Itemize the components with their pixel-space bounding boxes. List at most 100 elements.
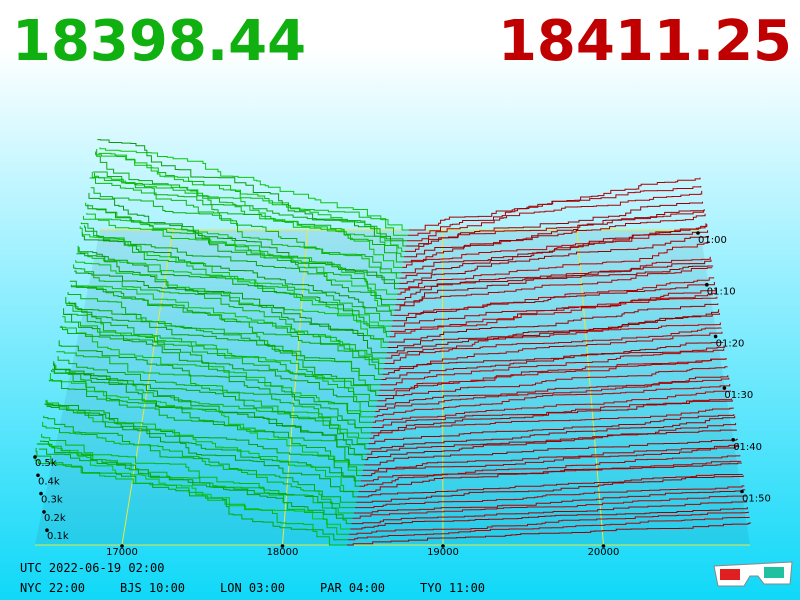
tick-dot [36,473,40,478]
ask-depth-line [364,438,738,466]
ask-depth-line [390,290,717,332]
grid-line [281,229,309,546]
ask-depth-line [400,230,709,279]
bid-depth-line [46,400,360,487]
tick-dot [33,455,37,459]
ask-depth-line [357,474,743,498]
bid-depth-line [51,370,365,466]
bid-depth-line [67,292,381,386]
ask-depth-line [352,495,747,519]
bid-depth-line [65,297,379,396]
city-clock: LON 03:00 [220,581,285,595]
ask-depth-line [365,429,737,461]
ask-depth-line [356,475,744,503]
ask-depth-line [380,346,726,386]
ask-depth-line [385,322,721,359]
utc-time: UTC 2022-06-19 02:00 [20,561,165,575]
bid-depth-line [83,215,395,311]
bid-depth-line [84,225,396,306]
depth-surface [34,139,751,546]
ask-depth-line [347,516,750,541]
ask-depth-line [404,209,705,258]
ask-depth-line [377,366,728,402]
tick-dot [696,231,700,235]
bid-depth-line [43,415,357,503]
bid-depth-line [44,403,358,498]
volume-tick-label: 0.4k [38,476,60,487]
ask-depth-line [379,358,726,391]
bid-depth-line [37,443,351,530]
bid-depth-line [87,204,399,290]
bid-depth-line [99,147,409,231]
ask-depth-line [383,331,723,370]
price-tick-label: 20000 [588,547,620,558]
price-tick-label: 19000 [427,547,459,558]
tick-dot [120,544,124,548]
ask-depth-line [397,256,711,295]
ask-depth-line [353,489,746,514]
bid-depth-line [56,351,370,439]
bid-depth-line [60,325,375,418]
bid-depth-line [89,177,401,279]
bid-depth-line [58,340,372,428]
ask-depth-line [355,485,745,509]
tick-dot [740,489,744,494]
city-clock: NYC 22:00 [20,581,85,595]
ask-depth-line [378,358,727,396]
ask-depth-line [373,390,731,423]
bid-depth-line [90,187,402,274]
ask-depth-line [401,224,708,274]
volume-tick-label: 0.2k [44,513,66,524]
bid-depth-line [79,226,392,327]
ask-depth-line [406,201,703,247]
price-tick-label: 17000 [106,547,138,558]
bid-depth-line [38,448,352,525]
ask-depth-line [407,186,702,236]
bid-depth-line [85,202,397,300]
bid-depth-line [97,139,407,242]
ask-depth-line [369,407,734,439]
ask-depth-line [346,522,751,546]
bid-price: 18398.44 [12,9,306,74]
time-tick-label: 01:00 [698,235,727,246]
time-tick-label: 01:50 [742,494,771,505]
bid-depth-line [69,280,383,375]
bid-depth-line [57,356,371,434]
ask-depth-line [392,281,715,322]
bid-depth-line [45,399,359,493]
bid-depth-line [72,285,385,364]
ask-depth-line [358,462,742,493]
bid-depth-line [42,421,355,509]
axis-labels: 17000 18000 19000 20000 0.5k 0.4k 0.3k 0.2k 0.1k… [33,231,771,558]
bid-depth-line [96,149,406,247]
ask-depth-line [406,190,703,242]
ask-depth-line [395,267,713,306]
bid-depth-line [66,303,380,391]
volume-tick-label: 0.5k [35,458,57,469]
ask-depth-line [396,259,712,300]
bid-depth-line [36,443,350,535]
ask-depth-line [394,265,714,311]
ask-depth-line [361,446,740,477]
bid-depth-line [34,454,347,546]
ask-depth-line [349,511,749,535]
bid-depth-line [62,316,376,412]
grid-line [441,229,444,546]
ask-depth-line [389,296,718,338]
ask-depth-line [363,443,739,471]
bid-depth-line [48,379,362,477]
bid-depth-line [76,253,389,343]
time-tick-label: 01:40 [733,442,762,453]
bid-depth-line [91,171,403,268]
bid-depth-line [94,172,405,258]
time-tick-label: 01:20 [716,338,745,349]
tick-dot [441,544,445,548]
ask-price: 18411.25 [498,9,792,74]
bid-depth-line [59,326,373,423]
ask-depth-line [398,241,710,290]
ask-depth-line [370,399,733,434]
bid-depth-line [64,313,378,402]
ask-depth-line [376,375,729,407]
